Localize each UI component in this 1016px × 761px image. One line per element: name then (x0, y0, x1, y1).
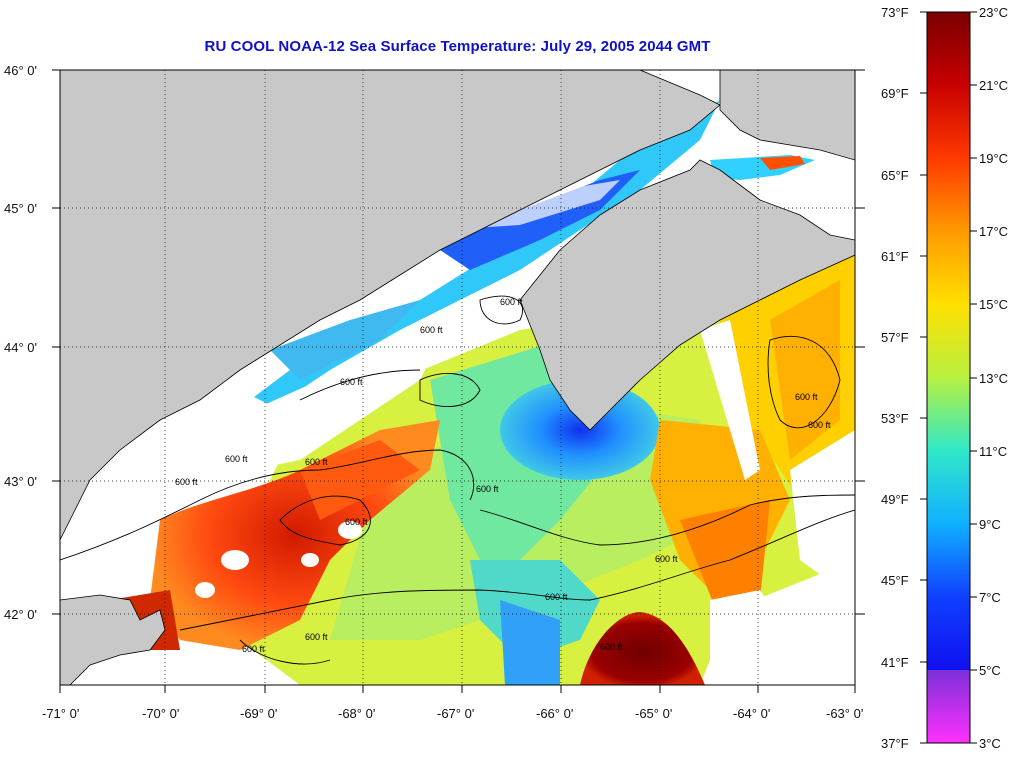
contour-label: 600 ft (500, 297, 523, 307)
lon-label: -70° 0' (142, 706, 179, 721)
contour-label: 600 ft (808, 420, 831, 430)
lon-label: -69° 0' (240, 706, 277, 721)
map-frame (59, 69, 856, 686)
colorbar-f-label: 61°F (881, 249, 909, 264)
colorbar-c-label: 19°C (979, 151, 1008, 166)
lat-label: 46° 0' (4, 63, 37, 78)
colorbar-f-label: 69°F (881, 86, 909, 101)
tick-marks (52, 69, 865, 693)
lon-label: -71° 0' (42, 706, 79, 721)
contour-label: 600 ft (340, 377, 363, 387)
lon-label: -66° 0' (536, 706, 573, 721)
lon-label: -63° 0' (826, 706, 863, 721)
colorbar-f-label: 37°F (881, 736, 909, 751)
lon-label: -64° 0' (733, 706, 770, 721)
lat-label: 45° 0' (4, 201, 37, 216)
colorbar-c-label: 11°C (979, 444, 1007, 459)
contour-label: 600 ft (242, 644, 265, 654)
land (60, 70, 855, 685)
colorbar-c-label: 23°C (979, 5, 1008, 20)
map-title: RU COOL NOAA-12 Sea Surface Temperature:… (204, 38, 711, 55)
longitude-labels: -71° 0' -70° 0' -69° 0' -68° 0' -67° 0' … (42, 706, 863, 721)
contour-label: 600 ft (305, 457, 328, 467)
colorbar-f-label: 53°F (881, 411, 909, 426)
lon-label: -67° 0' (437, 706, 474, 721)
contour-labels: 600 ft 600 ft 600 ft 600 ft 600 ft 600 f… (175, 297, 831, 654)
lon-label: -68° 0' (338, 706, 375, 721)
colorbar-f-label: 41°F (881, 655, 909, 670)
contour-label: 600 ft (305, 632, 328, 642)
colorbar-c-label: 13°C (979, 371, 1008, 386)
contour-label: 600 ft (175, 477, 198, 487)
lon-label: -65° 0' (635, 706, 672, 721)
colorbar-f-label: 57°F (881, 330, 909, 345)
colorbar-c-label: 5°C (979, 663, 1001, 678)
colorbar-f-label: 65°F (881, 168, 909, 183)
lat-label: 42° 0' (4, 607, 37, 622)
lat-label: 44° 0' (4, 340, 37, 355)
colorbar-f-label: 49°F (881, 492, 909, 507)
contour-label: 600 ft (600, 642, 623, 652)
contour-label: 600 ft (545, 592, 568, 602)
contour-label: 600 ft (345, 517, 368, 527)
colorbar-c-label: 9°C (979, 517, 1001, 532)
colorbar-c-label: 15°C (979, 297, 1008, 312)
contour-label: 600 ft (655, 554, 678, 564)
graticule (60, 70, 855, 685)
colorbar-c-label: 21°C (979, 78, 1008, 93)
latitude-labels: 46° 0' 45° 0' 44° 0' 43° 0' 42° 0' (4, 63, 37, 622)
contour-label: 600 ft (795, 392, 818, 402)
colorbar-gradient (926, 11, 971, 744)
colorbar-c-label: 17°C (979, 224, 1008, 239)
lat-label: 43° 0' (4, 474, 37, 489)
colorbar-f-label: 45°F (881, 573, 909, 588)
colorbar: 73°F 69°F 65°F 61°F 57°F 53°F 49°F 45°F … (881, 5, 1008, 751)
contour-label: 600 ft (476, 484, 499, 494)
colorbar-c-label: 7°C (979, 590, 1001, 605)
colorbar-f-label: 73°F (881, 5, 909, 20)
depth-contours (60, 295, 855, 665)
contour-label: 600 ft (420, 325, 443, 335)
colorbar-c-label: 3°C (979, 736, 1001, 751)
contour-label: 600 ft (225, 454, 248, 464)
